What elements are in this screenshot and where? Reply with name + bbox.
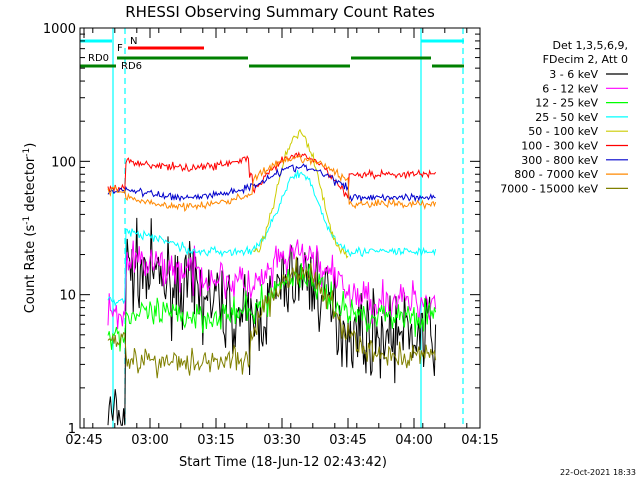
series-line-6 — [107, 163, 436, 203]
series-line-5 — [107, 151, 437, 199]
y-label-part-1: Count Rate (s — [23, 225, 38, 314]
flag-bars: NF RD0 RD6 — [80, 36, 464, 72]
legend-label-7: 800 - 7000 keV — [514, 168, 598, 181]
series-line-8 — [107, 256, 437, 379]
series-line-0 — [107, 217, 437, 426]
y-label-part-2: detector — [23, 156, 38, 216]
flag-rd0-label: RD0 — [88, 53, 109, 64]
flag-rd6-label: RD6 — [121, 61, 142, 72]
x-axis-label: Start Time (18-Jun-12 02:43:42) — [179, 455, 387, 470]
legend-header-1: Det 1,3,5,6,9, — [552, 39, 628, 52]
series-line-7 — [107, 153, 437, 212]
legend-label-6: 300 - 800 keV — [521, 154, 598, 167]
series-group — [107, 128, 437, 426]
orbit-markers — [112, 28, 464, 428]
legend-label-0: 3 - 6 keV — [549, 68, 598, 81]
y-tick-label: 10 — [59, 289, 76, 304]
x-tick-label: 03:30 — [263, 433, 300, 448]
legend-label-5: 100 - 300 keV — [521, 140, 598, 153]
x-tick-label: 02:45 — [65, 433, 102, 448]
flag-n-label: N — [130, 36, 137, 47]
x-tick-label: 04:15 — [461, 433, 498, 448]
series-line-4 — [252, 128, 349, 259]
x-tick-label: 03:45 — [329, 433, 366, 448]
legend: Det 1,3,5,6,9, FDecim 2, Att 0 3 - 6 keV… — [500, 39, 628, 195]
legend-header-2: FDecim 2, Att 0 — [543, 53, 628, 66]
timestamp: 22-Oct-2021 18:33 — [560, 468, 636, 477]
y-tick-label: 1000 — [43, 22, 76, 37]
y-tick-label: 1 — [68, 422, 76, 437]
y-label-sup-2: -1 — [22, 148, 32, 157]
y-label-sup-1: -1 — [22, 216, 32, 225]
x-tick-label: 04:00 — [395, 433, 432, 448]
legend-label-4: 50 - 100 keV — [528, 125, 598, 138]
legend-label-2: 12 - 25 keV — [535, 97, 598, 110]
y-tick-label: 100 — [51, 155, 76, 170]
y-axis: 1 10 100 1000 — [43, 22, 480, 437]
flag-f-label: F — [117, 43, 123, 54]
x-axis: 02:45 03:00 03:15 03:30 03:45 04:00 04:15 — [65, 28, 499, 448]
chart-title: RHESSI Observing Summary Count Rates — [125, 3, 435, 21]
legend-label-8: 7000 - 15000 keV — [500, 182, 598, 195]
series-line-3 — [107, 170, 437, 307]
series-line-1 — [107, 239, 437, 330]
legend-label-3: 25 - 50 keV — [535, 111, 598, 124]
plot-frame — [79, 27, 481, 429]
x-tick-label: 03:15 — [197, 433, 234, 448]
x-tick-label: 03:00 — [131, 433, 168, 448]
y-axis-label: Count Rate (s-1 detector-1) — [22, 143, 38, 314]
y-label-part-3: ) — [23, 143, 38, 148]
legend-label-1: 6 - 12 keV — [542, 82, 598, 95]
